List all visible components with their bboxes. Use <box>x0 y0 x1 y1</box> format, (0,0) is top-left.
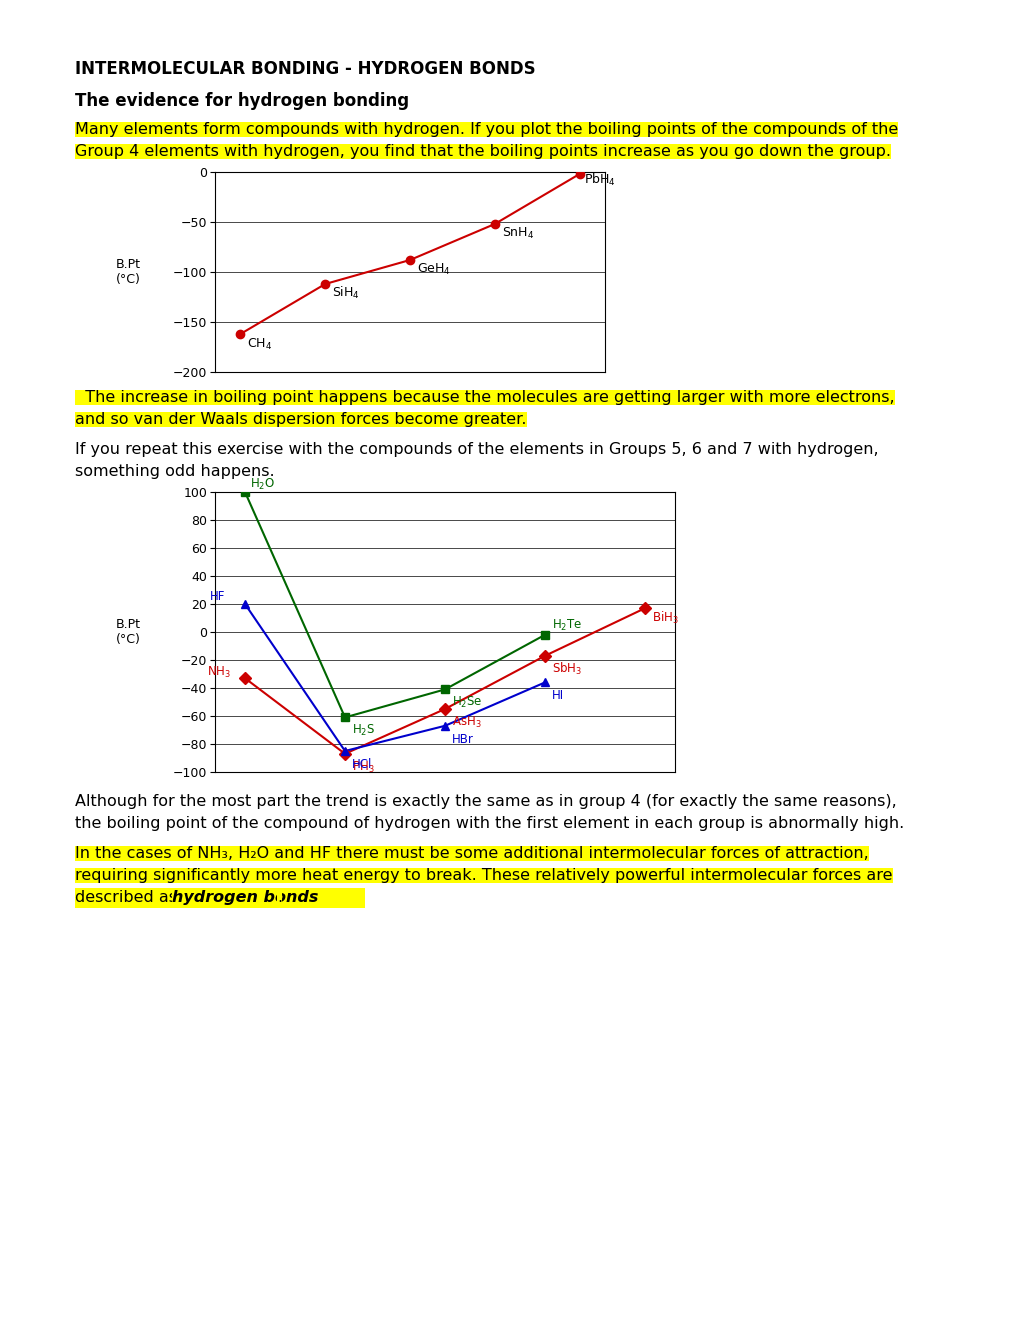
Text: H$_2$Te: H$_2$Te <box>551 618 582 634</box>
Y-axis label: B.Pt
(°C): B.Pt (°C) <box>116 257 141 286</box>
Text: HBr: HBr <box>451 733 474 746</box>
Text: If you repeat this exercise with the compounds of the elements in Groups 5, 6 an: If you repeat this exercise with the com… <box>75 442 877 457</box>
Text: H$_2$S: H$_2$S <box>352 723 375 738</box>
Text: requiring significantly more heat energy to break. These relatively powerful int: requiring significantly more heat energy… <box>75 869 892 883</box>
Text: AsH$_3$: AsH$_3$ <box>451 715 481 730</box>
Text: .: . <box>277 890 282 906</box>
Text: HF: HF <box>210 590 225 603</box>
Text: described as: described as <box>75 890 182 906</box>
FancyBboxPatch shape <box>75 888 365 908</box>
Text: hydrogen bonds: hydrogen bonds <box>172 890 318 906</box>
Text: HCl: HCl <box>352 758 372 771</box>
Text: PbH$_4$: PbH$_4$ <box>583 172 615 187</box>
Text: SbH$_3$: SbH$_3$ <box>551 660 582 677</box>
Text: In the cases of NH₃, H₂O and HF there must be some additional intermolecular for: In the cases of NH₃, H₂O and HF there mu… <box>75 846 868 861</box>
Text: GeH$_4$: GeH$_4$ <box>417 261 450 277</box>
Text: The evidence for hydrogen bonding: The evidence for hydrogen bonding <box>75 92 409 110</box>
Text: INTERMOLECULAR BONDING - HYDROGEN BONDS: INTERMOLECULAR BONDING - HYDROGEN BONDS <box>75 59 535 78</box>
Text: HI: HI <box>551 689 564 702</box>
Text: PH$_3$: PH$_3$ <box>352 759 374 775</box>
Text: CH$_4$: CH$_4$ <box>247 337 272 352</box>
Text: Group 4 elements with hydrogen, you find that the boiling points increase as you: Group 4 elements with hydrogen, you find… <box>75 144 891 158</box>
Text: Many elements form compounds with hydrogen. If you plot the boiling points of th: Many elements form compounds with hydrog… <box>75 121 898 137</box>
Text: something odd happens.: something odd happens. <box>75 465 274 479</box>
Text: NH$_3$: NH$_3$ <box>207 664 230 680</box>
Text: SnH$_4$: SnH$_4$ <box>501 226 533 242</box>
Text: SiH$_4$: SiH$_4$ <box>331 285 360 301</box>
Text: H$_2$O: H$_2$O <box>250 477 275 492</box>
Text: and so van der Waals dispersion forces become greater.: and so van der Waals dispersion forces b… <box>75 412 526 426</box>
Text: H$_2$Se: H$_2$Se <box>451 696 482 710</box>
Y-axis label: B.Pt
(°C): B.Pt (°C) <box>116 618 141 645</box>
Text: BiH$_3$: BiH$_3$ <box>651 610 679 626</box>
Text: Although for the most part the trend is exactly the same as in group 4 (for exac: Although for the most part the trend is … <box>75 795 896 809</box>
Text: The increase in boiling point happens because the molecules are getting larger w: The increase in boiling point happens be… <box>75 389 894 405</box>
Text: the boiling point of the compound of hydrogen with the first element in each gro: the boiling point of the compound of hyd… <box>75 816 904 832</box>
